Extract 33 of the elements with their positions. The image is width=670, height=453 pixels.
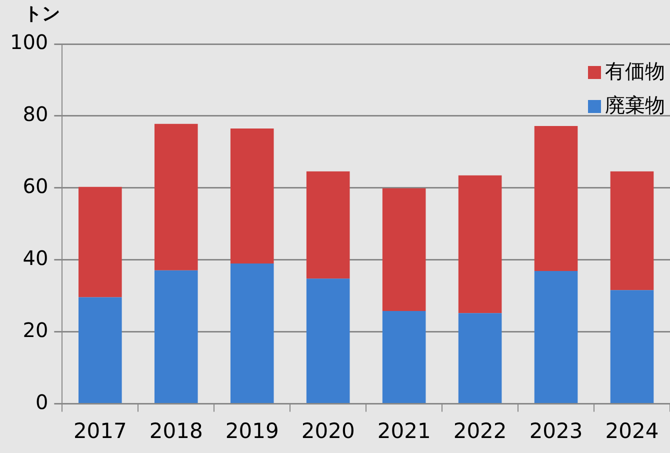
x-tick-label: 2019: [225, 418, 279, 443]
bar: [610, 290, 654, 404]
bar: [382, 188, 426, 311]
legend-label: 有価物: [605, 59, 665, 84]
x-tick-label: 2018: [149, 418, 203, 443]
bar: [306, 171, 350, 279]
bar: [534, 271, 578, 404]
bar: [382, 310, 426, 404]
bar: [230, 128, 274, 264]
y-tick-label: 40: [22, 246, 48, 270]
x-tick-label: 2024: [605, 418, 659, 443]
x-tick-label: 2017: [73, 418, 127, 443]
bar: [78, 297, 122, 404]
legend-label: 廃棄物: [605, 93, 665, 118]
x-tick-label: 2021: [377, 418, 431, 443]
y-tick-label: 100: [10, 30, 48, 54]
bar: [458, 175, 502, 314]
x-tick-label: 2022: [453, 418, 507, 443]
bar: [154, 124, 198, 270]
bar: [458, 313, 502, 404]
bar: [230, 263, 274, 404]
x-tick-label: 2023: [529, 418, 583, 443]
x-tick-label: 2020: [301, 418, 355, 443]
bar: [610, 171, 654, 290]
bar: [154, 270, 198, 404]
y-tick-label: 0: [35, 390, 48, 414]
y-tick-label: 80: [22, 102, 48, 126]
y-tick-label: 20: [22, 318, 48, 342]
y-tick-label: 60: [22, 174, 48, 198]
y-axis-title: トン: [24, 4, 60, 25]
bar: [78, 186, 122, 298]
bar: [306, 278, 350, 404]
bar: [534, 126, 578, 272]
